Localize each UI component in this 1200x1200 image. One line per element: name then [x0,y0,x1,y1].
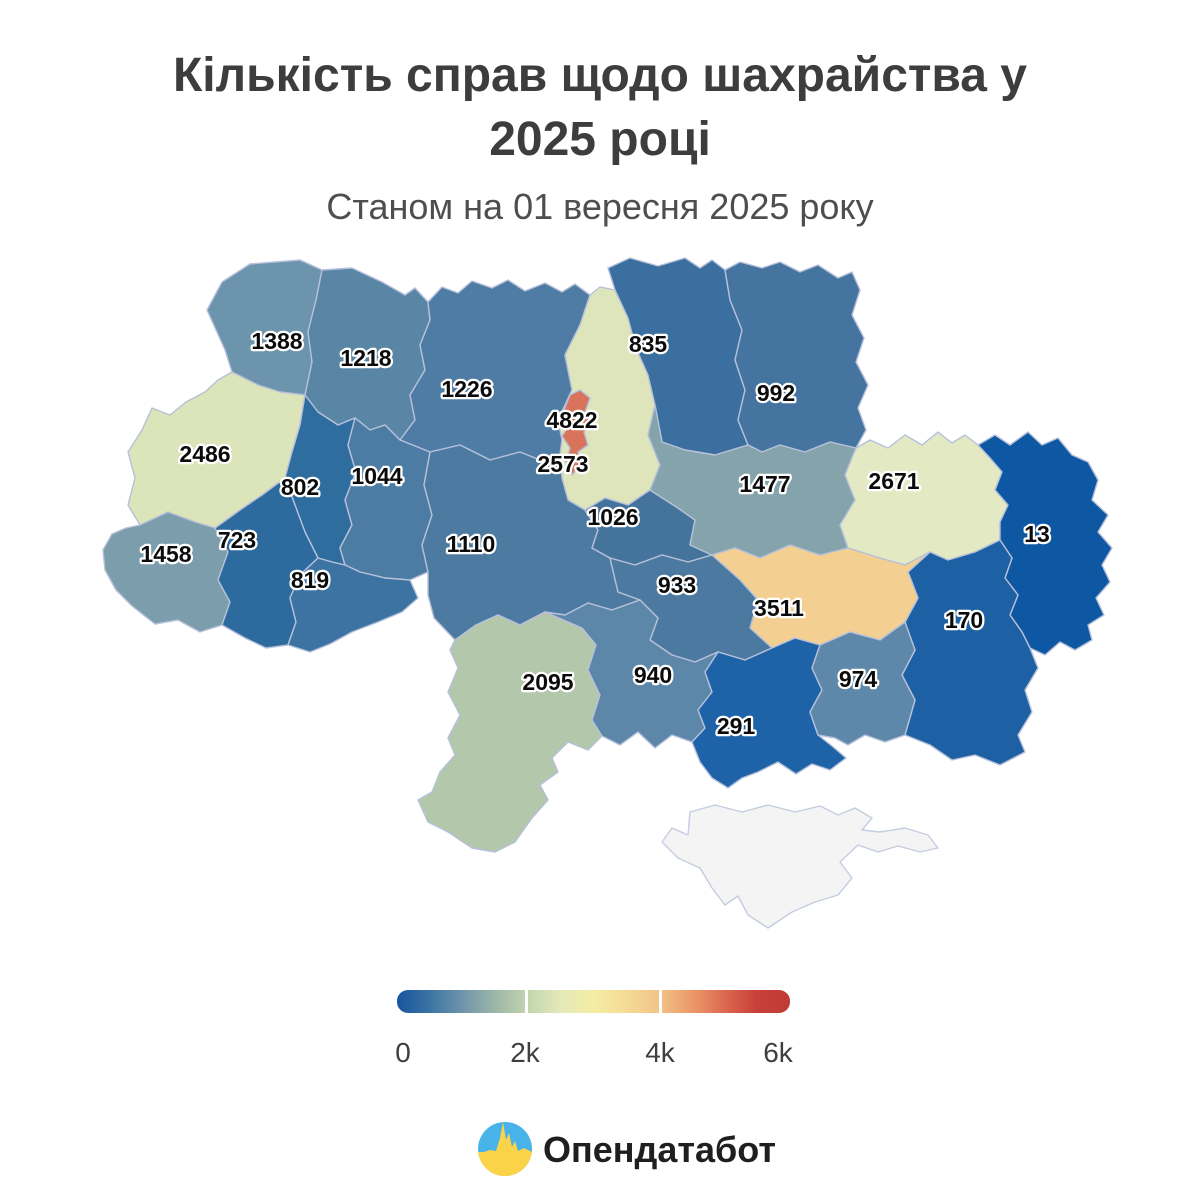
value-label-luhansk: 13 [1024,521,1050,547]
header: Кількість справ щодо шахрайства у 2025 р… [0,44,1200,228]
value-label-khmelnytskyi: 1044 [351,463,402,489]
value-label-zaporizhzhia: 974 [839,666,878,692]
legend-tick-4k: 4k [645,1037,676,1068]
brand-footer: Опендатабот [478,1122,776,1176]
value-label-zakarpattia: 1458 [140,541,191,567]
value-label-mykolaiv: 940 [634,662,672,688]
legend-tick-6k: 6k [763,1037,794,1068]
value-label-kyiv-oblast: 2573 [537,451,588,477]
region-zaporizhzhia[interactable] [809,621,916,746]
value-label-dnipro: 3511 [754,595,804,621]
region-sumy[interactable] [724,261,869,453]
value-label-kirovohrad: 933 [658,572,696,598]
legend-tick-0: 0 [395,1037,411,1068]
opendatabot-logo-icon [478,1122,532,1176]
page-title-line2: 2025 році [489,113,711,166]
region-kyiv-city[interactable] [561,389,593,476]
region-crimea[interactable] [661,804,939,929]
value-label-kherson: 291 [717,713,756,739]
value-label-rivne: 1218 [340,345,391,371]
region-chernivtsi[interactable] [287,557,419,653]
brand-name: Опендатабот [543,1129,776,1170]
legend-divider [525,990,528,1013]
value-label-ivano-frankivsk: 723 [218,527,256,553]
region-odesa[interactable] [417,611,603,853]
value-label-kyiv-city: 4822 [546,407,597,433]
legend-gradient-bar [397,990,790,1013]
value-label-poltava: 1477 [739,471,790,497]
value-label-chernihiv: 835 [629,331,668,357]
value-label-kharkiv: 2671 [868,468,919,494]
value-label-donetsk: 170 [945,607,983,633]
color-legend: 0 2k 4k 6k [395,990,794,1068]
value-label-ternopil: 802 [281,474,319,500]
value-label-volyn: 1388 [251,328,302,354]
region-luhansk[interactable] [977,431,1113,656]
page-title: Кількість справ щодо шахрайства у [173,49,1027,102]
value-label-vinnytsia: 1110 [447,531,496,557]
value-label-zhytomyr: 1226 [441,376,492,402]
value-label-lviv: 2486 [179,441,230,467]
value-label-sumy: 992 [757,380,795,406]
page-subtitle: Станом на 01 вересня 2025 року [326,186,874,227]
region-zakarpattia[interactable] [102,511,231,633]
legend-divider [659,990,662,1013]
legend-tick-2k: 2k [510,1037,541,1068]
value-label-cherkasy: 1026 [587,504,638,530]
value-label-odesa: 2095 [522,669,573,695]
value-label-chernivtsi: 819 [291,567,329,593]
region-kharkiv[interactable] [839,431,1009,566]
